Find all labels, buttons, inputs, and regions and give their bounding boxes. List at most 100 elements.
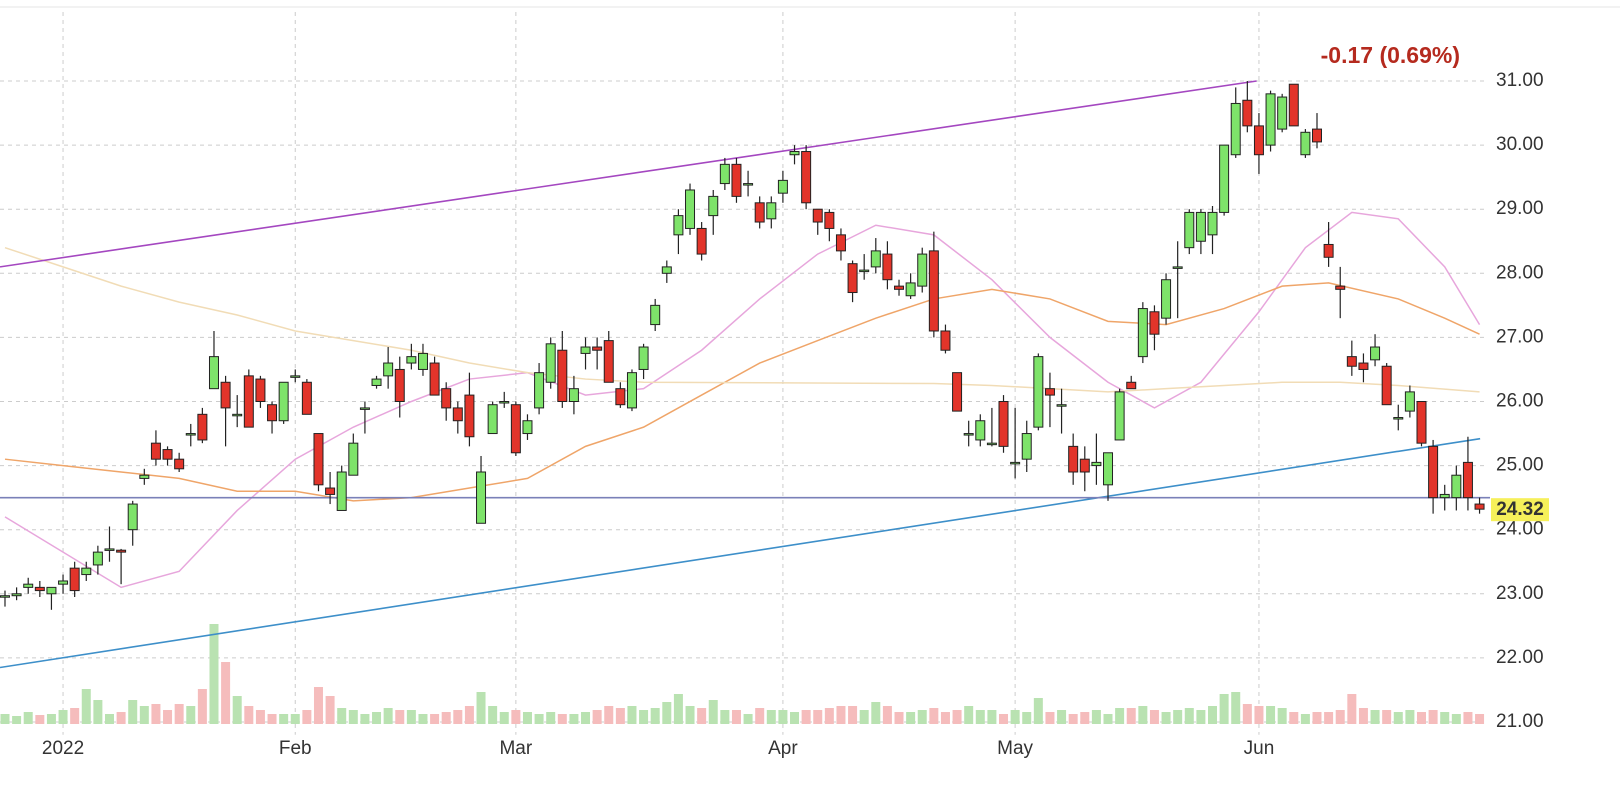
candle-body (1393, 417, 1404, 420)
volume-bar (360, 714, 370, 724)
volume-bar (1451, 714, 1461, 724)
volume-bar (267, 714, 277, 724)
volume-bar (128, 700, 138, 724)
candle-body (592, 346, 603, 351)
volume-bar (488, 706, 498, 724)
candle-body (1172, 266, 1183, 269)
volume-bar (0, 714, 10, 724)
volume-bar (406, 710, 416, 724)
candle-body (34, 586, 45, 592)
candle-body (1126, 381, 1137, 390)
candle-body (743, 183, 754, 186)
volume-bar (1184, 708, 1194, 724)
candle-body (197, 413, 208, 441)
candle-body (928, 250, 939, 332)
volume-bar (929, 708, 939, 724)
change-label: -0.17 (0.69%) (1321, 42, 1460, 68)
candle-body (359, 407, 370, 410)
volume-bar (952, 710, 962, 724)
volume-bar (151, 704, 161, 724)
candle-body (406, 356, 417, 364)
candle-body (81, 567, 92, 576)
y-tick-label: 28.00 (1496, 262, 1544, 283)
volume-bar (697, 708, 707, 724)
candle-body (1079, 458, 1090, 473)
volume-bar (58, 710, 68, 724)
candle-body (174, 458, 185, 470)
candle-body (301, 381, 312, 415)
volume-bar (801, 710, 811, 724)
candle-body (1404, 391, 1415, 412)
candle-body (46, 586, 57, 595)
volume-bar (1254, 706, 1264, 724)
volume-bar (836, 706, 846, 724)
volume-bar (453, 710, 463, 724)
volume-bar (1463, 712, 1473, 724)
overlay-line (0, 437, 1481, 669)
candle-body (870, 250, 881, 268)
axis-labels: 21.00 22.00 23.00 24.00 25.00 26.00 27.00 28.00… (42, 70, 1544, 759)
candle-body (580, 346, 591, 354)
candle-body (1428, 445, 1439, 499)
volume-bar (302, 710, 312, 724)
volume-bar (848, 706, 858, 724)
candle-body (267, 404, 278, 422)
volume-bar (1080, 712, 1090, 724)
candle-body (1323, 243, 1334, 258)
volume-bar (1057, 710, 1067, 724)
x-tick-label: Jun (1244, 738, 1275, 759)
candle-body (232, 413, 243, 417)
candle-body (859, 269, 870, 273)
candle-body (905, 282, 916, 297)
candle-body (719, 163, 730, 185)
candle-body (1335, 285, 1346, 290)
volume-bar (546, 712, 556, 724)
candle-body (522, 420, 533, 435)
volume-bar (186, 706, 196, 724)
x-tick-label: 2022 (42, 738, 84, 759)
candle-body (847, 263, 858, 294)
candle-body (835, 234, 846, 252)
candle-body (894, 285, 905, 290)
volume-bar (93, 700, 103, 724)
volume-bar (1115, 708, 1125, 724)
candle-body (986, 442, 997, 446)
candle-body (1474, 503, 1485, 510)
candle-body (1207, 211, 1218, 236)
candle-body (243, 375, 254, 428)
volume-bar (279, 714, 289, 724)
volume-bar (859, 710, 869, 724)
candle-body (290, 375, 301, 378)
candle-body (476, 471, 487, 524)
volume-bar (1045, 712, 1055, 724)
volume-bar (569, 714, 579, 724)
candle-body (615, 388, 626, 406)
candle-body (92, 551, 103, 566)
volume-bar (46, 714, 56, 724)
candle-body (963, 433, 974, 436)
candle-body (1370, 346, 1381, 361)
candle-body (534, 372, 545, 409)
candle-body (777, 179, 788, 194)
volume-bar (975, 710, 985, 724)
y-tick-label: 24.00 (1496, 519, 1544, 540)
volume-bar (325, 696, 335, 724)
candle-body (917, 253, 928, 287)
grid (0, 12, 1485, 735)
y-tick-label: 29.00 (1496, 198, 1544, 219)
volume-bar (476, 692, 486, 724)
volume-bar (12, 716, 22, 724)
volume-bar (372, 712, 382, 724)
candle-body (1462, 461, 1473, 499)
candle-body (1312, 128, 1323, 143)
candle-body (1242, 99, 1253, 127)
candle-body (116, 549, 127, 553)
candle-body (1451, 474, 1462, 499)
candle-body (952, 372, 963, 412)
candle-body (1091, 461, 1102, 467)
candle-body (1300, 131, 1311, 156)
candle-body (162, 449, 173, 460)
candle-body (23, 583, 34, 588)
volume-bar (1370, 710, 1380, 724)
